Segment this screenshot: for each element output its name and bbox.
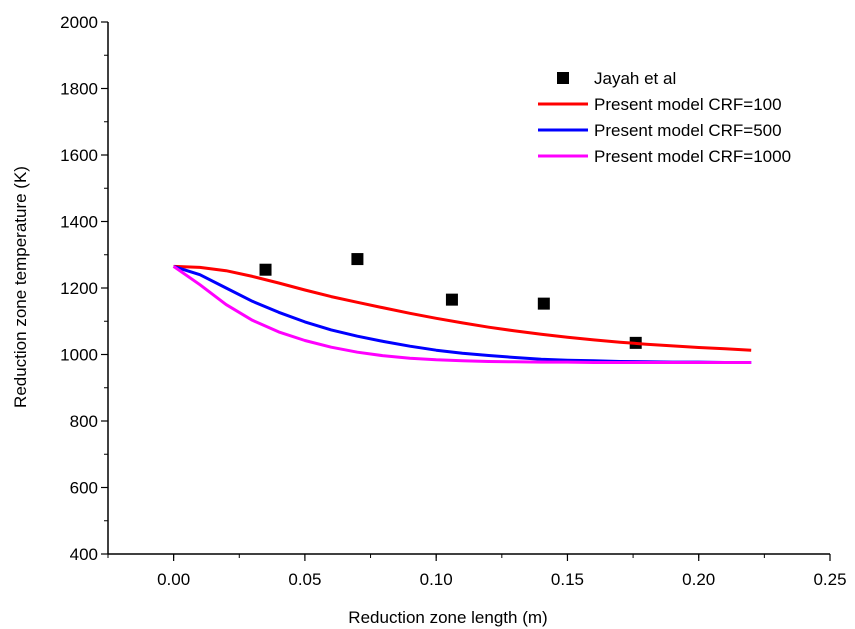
y-axis-title: Reduction zone temperature (K) bbox=[11, 166, 30, 408]
y-tick-label: 1600 bbox=[60, 146, 98, 165]
y-tick-label: 1800 bbox=[60, 80, 98, 99]
x-tick-label: 0.00 bbox=[157, 570, 190, 589]
y-tick-label: 1200 bbox=[60, 279, 98, 298]
y-tick-label: 2000 bbox=[60, 13, 98, 32]
y-tick-label: 600 bbox=[70, 479, 98, 498]
legend: Jayah et al Present model CRF=100 Present … bbox=[538, 69, 791, 166]
legend-label: Jayah et al bbox=[594, 69, 676, 88]
legend-label: Present model CRF=1000 bbox=[594, 147, 791, 166]
x-tick-label: 0.15 bbox=[551, 570, 584, 589]
x-tick-label: 0.20 bbox=[682, 570, 715, 589]
x-tick-label: 0.25 bbox=[813, 570, 846, 589]
data-point bbox=[537, 297, 550, 310]
axes: 400 600 800 1000 1200 1400 1600 1800 2000 0.00 0.0… bbox=[60, 13, 846, 589]
y-tick-label: 1400 bbox=[60, 213, 98, 232]
y-tick-label: 1000 bbox=[60, 346, 98, 365]
x-axis-title: Reduction zone length (m) bbox=[348, 608, 547, 627]
series-layer bbox=[172, 253, 752, 364]
x-tick-label: 0.10 bbox=[420, 570, 453, 589]
series-line-2 bbox=[173, 264, 752, 364]
data-point bbox=[259, 263, 272, 276]
x-tick-label: 0.05 bbox=[288, 570, 321, 589]
legend-label: Present model CRF=500 bbox=[594, 121, 782, 140]
series-line-3 bbox=[172, 265, 752, 364]
y-tick-label: 800 bbox=[70, 412, 98, 431]
legend-swatch-0 bbox=[557, 72, 569, 84]
series-line-1 bbox=[173, 264, 752, 352]
data-point bbox=[445, 293, 458, 306]
data-point bbox=[351, 253, 364, 266]
legend-label: Present model CRF=100 bbox=[594, 95, 782, 114]
y-tick-label: 400 bbox=[70, 545, 98, 564]
